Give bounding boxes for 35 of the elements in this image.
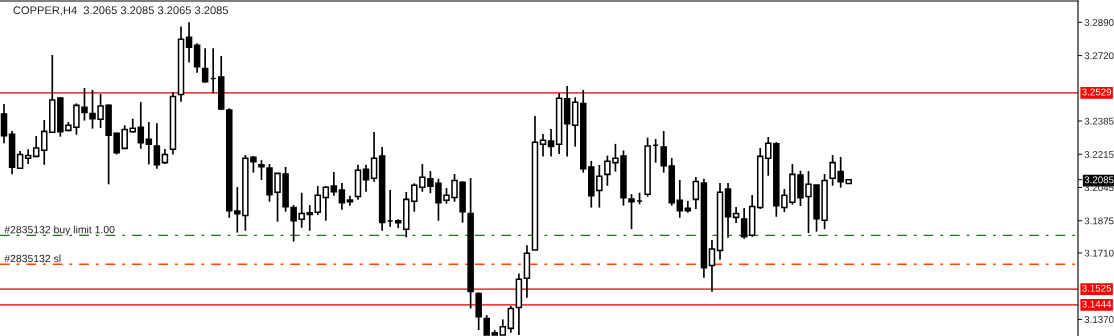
candlestick: [32, 135, 40, 158]
candlestick: [708, 239, 716, 293]
candlestick: [145, 121, 153, 166]
candlestick: [475, 291, 482, 331]
y-tick-label: 3.1875: [1084, 217, 1114, 225]
candlestick: [330, 171, 338, 197]
candlestick: [539, 133, 547, 158]
candlestick: [185, 21, 193, 64]
ref-line-label: 3.2529: [1082, 88, 1112, 96]
y-tick-label: 3.2890: [1084, 19, 1114, 26]
ref-line-label: 3.1525: [1082, 284, 1112, 292]
candlestick: [322, 185, 330, 222]
candlestick: [370, 131, 378, 183]
candlestick: [193, 42, 201, 74]
ref-line-label: #2835132 sl: [4, 254, 61, 263]
candlestick: [571, 96, 579, 148]
candlestick: [692, 176, 700, 210]
candlestick: [0, 103, 8, 145]
candlestick: [740, 207, 748, 240]
candlestick: [153, 122, 161, 170]
y-tick-label: 3.2385: [1084, 117, 1114, 125]
ref-line-label: #2835132 buy limit 1.00: [4, 225, 115, 236]
candlestick: [314, 185, 322, 216]
chart-title: COPPER,H4 3.2065 3.2085 3.2065 3.2085: [13, 6, 229, 16]
candlestick: [547, 128, 555, 158]
candlestick: [338, 182, 346, 211]
y-tick-label: 3.1710: [1084, 249, 1114, 257]
candlestick: [137, 101, 145, 150]
y-tick-label: 3.1370: [1084, 316, 1114, 324]
candlestick: [628, 193, 635, 230]
y-tick-label: 3.2215: [1084, 150, 1114, 158]
y-tick-label: 3.2085: [1084, 176, 1114, 184]
candlestick: [507, 305, 515, 334]
y-tick-label: 3.2720: [1084, 52, 1114, 60]
ref-line-label: 3.1444: [1082, 300, 1112, 308]
